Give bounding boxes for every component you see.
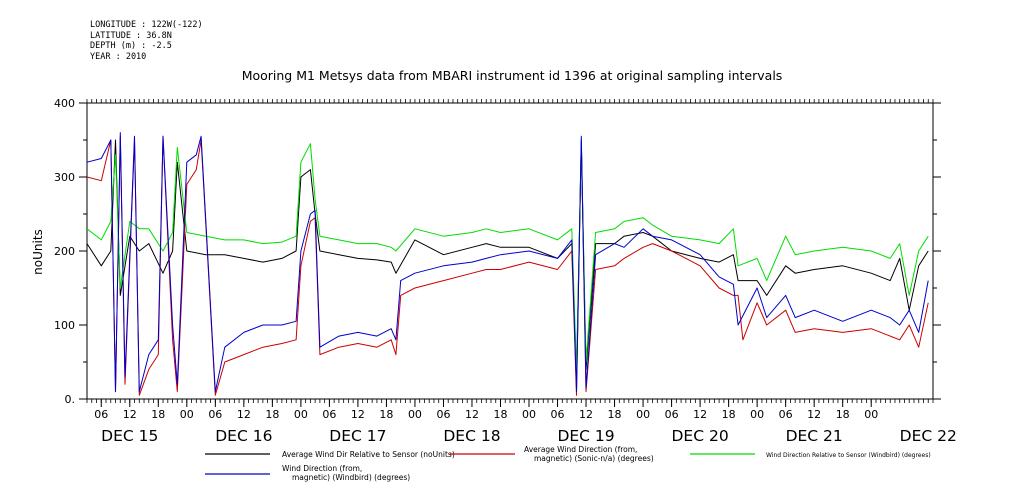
chart-title: Mooring M1 Metsys data from MBARI instru… (242, 68, 783, 83)
x-tick-label: 00 (864, 408, 878, 421)
x-day-label: DEC 17 (329, 427, 386, 445)
legend-label-1: Average Wind Dir Relative to Sensor (noU… (282, 450, 455, 459)
x-tick-label: 00 (180, 408, 194, 421)
x-tick-label: 12 (807, 408, 821, 421)
x-tick-label: 00 (636, 408, 650, 421)
x-tick-label: 18 (151, 408, 165, 421)
x-tick-label: 06 (551, 408, 565, 421)
x-day-label: DEC 20 (672, 427, 729, 445)
x-tick-label: 06 (665, 408, 679, 421)
x-tick-label: 18 (608, 408, 622, 421)
x-tick-label: 06 (779, 408, 793, 421)
y-axis-label: noUnits (31, 229, 45, 275)
x-tick-label: 00 (522, 408, 536, 421)
x-tick-label: 06 (94, 408, 108, 421)
series-layer (86, 132, 929, 396)
x-tick-label: 12 (465, 408, 479, 421)
latitude-text: LATITUDE : 36.8N (90, 30, 172, 41)
metadata-block: LONGITUDE : 122W(-122) LATITUDE : 36.8N … (90, 20, 203, 62)
x-tick-label: 12 (579, 408, 593, 421)
x-tick-label: 18 (265, 408, 279, 421)
x-tick-label: 12 (237, 408, 251, 421)
legend-label-4: Wind Direction (from, magnetic) (Windbird… (282, 464, 410, 482)
legend: Average Wind Dir Relative to Sensor (noU… (205, 445, 931, 482)
x-tick-label: 12 (693, 408, 707, 421)
x-tick-label: 18 (379, 408, 393, 421)
x-tick-label: 06 (436, 408, 450, 421)
depth-text: DEPTH (m) : -2.5 (90, 41, 172, 51)
x-day-label: DEC 18 (443, 427, 500, 445)
x-day-label: DEC 16 (215, 427, 272, 445)
x-tick-label: 12 (351, 408, 365, 421)
y-tick-label: 200 (54, 245, 75, 258)
y-tick-label: 100 (54, 319, 75, 332)
x-day-label: DEC 21 (786, 427, 843, 445)
y-tick-label: 300 (54, 171, 75, 184)
year-text: YEAR : 2010 (90, 51, 147, 62)
legend-label-2: Average Wind Direction (from, magnetic) (… (524, 445, 654, 463)
longitude-text: LONGITUDE : 122W(-122) (90, 20, 203, 30)
series-line-1 (86, 139, 929, 378)
series-line-4 (86, 132, 929, 393)
series-line-2 (86, 135, 929, 396)
x-tick-label: 00 (750, 408, 764, 421)
x-tick-label: 18 (722, 408, 736, 421)
plot-frame: 0. 100 200 300 400 06 12 18 00 06 12 18 00 06 12 18 00 06… (54, 97, 957, 445)
x-tick-label: 12 (123, 408, 137, 421)
x-tick-label: 00 (408, 408, 422, 421)
x-day-label: DEC 19 (557, 427, 614, 445)
x-tick-label: 00 (294, 408, 308, 421)
y-tick-label: 0. (65, 393, 76, 406)
x-day-label: DEC 15 (101, 427, 158, 445)
y-tick-label: 400 (54, 97, 75, 110)
x-tick-label: 18 (836, 408, 850, 421)
x-day-label: DEC 22 (900, 427, 957, 445)
x-tick-label: 06 (208, 408, 222, 421)
legend-label-3: Wind Direction Relative to Sensor (Windb… (766, 452, 931, 459)
x-tick-label: 18 (493, 408, 507, 421)
x-tick-label: 06 (322, 408, 336, 421)
series-line-3 (86, 139, 929, 370)
plot-border (86, 102, 934, 400)
